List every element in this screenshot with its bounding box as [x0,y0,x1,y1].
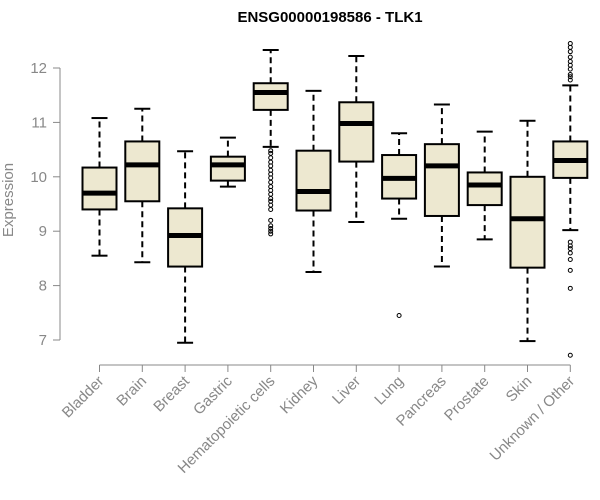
box-group [381,132,418,319]
outlier-point [268,150,274,156]
outlier-point [567,250,573,256]
x-tick-label: Liver [329,373,364,408]
y-axis: 7 8 9 10 11 12 [30,60,61,349]
outlier-point [268,223,274,229]
outlier-point [567,246,573,252]
box-group [552,41,589,358]
box-group [423,103,460,268]
box-iqr [338,101,375,163]
outlier-point [567,49,573,55]
outlier-point [268,196,274,202]
outlier-point [567,243,573,249]
outlier-point [567,77,573,83]
y-axis-label: Expression [0,163,17,237]
x-tick-label: Skin [503,373,536,406]
x-tick-label: Bladder [59,373,108,422]
x-tick-label: Lung [371,373,407,409]
x-tick-label: Breast [150,372,193,415]
y-tick-label: 11 [31,114,47,131]
outlier-point [567,72,573,78]
x-tick-label: Brain [113,373,150,410]
box-iqr [423,143,460,217]
outlier-point [268,231,274,237]
outlier-point [268,155,274,161]
y-tick-label: 8 [39,278,47,295]
outlier-point [268,228,274,234]
box-group [466,130,503,241]
y-tick-label: 10 [30,169,47,186]
box-group [252,49,289,237]
outlier-point [268,206,274,212]
x-tick-label: Prostate [441,373,493,425]
box-group [295,89,332,273]
y-tick-label: 12 [30,60,47,77]
outlier-point [567,66,573,72]
box-iqr [466,171,503,207]
outlier-point [567,267,573,273]
outlier-point [396,313,402,319]
chart-title: ENSG00000198586 - TLK1 [237,9,422,26]
box-group [209,136,246,188]
box-group [124,107,161,264]
box-iqr [295,149,332,212]
box-iqr [124,140,161,203]
box-iqr [81,166,118,211]
box-iqr [509,175,546,269]
box-iqr [252,82,289,111]
outlier-point [567,285,573,291]
box-group [81,117,118,257]
box-group [167,150,204,344]
outlier-point [567,74,573,80]
outlier-point [567,352,573,358]
outlier-point [268,179,274,185]
outlier-point [268,148,274,154]
box-iqr [209,155,246,182]
y-tick-label: 7 [39,332,47,349]
x-tick-label: Kidney [277,372,322,417]
box-group [509,119,546,343]
y-tick-label: 9 [39,223,47,240]
box-series [81,41,589,358]
outlier-point [567,54,573,60]
outlier-point [567,256,573,262]
outlier-point [268,217,274,223]
box-group [338,55,375,223]
outlier-point [268,225,274,231]
